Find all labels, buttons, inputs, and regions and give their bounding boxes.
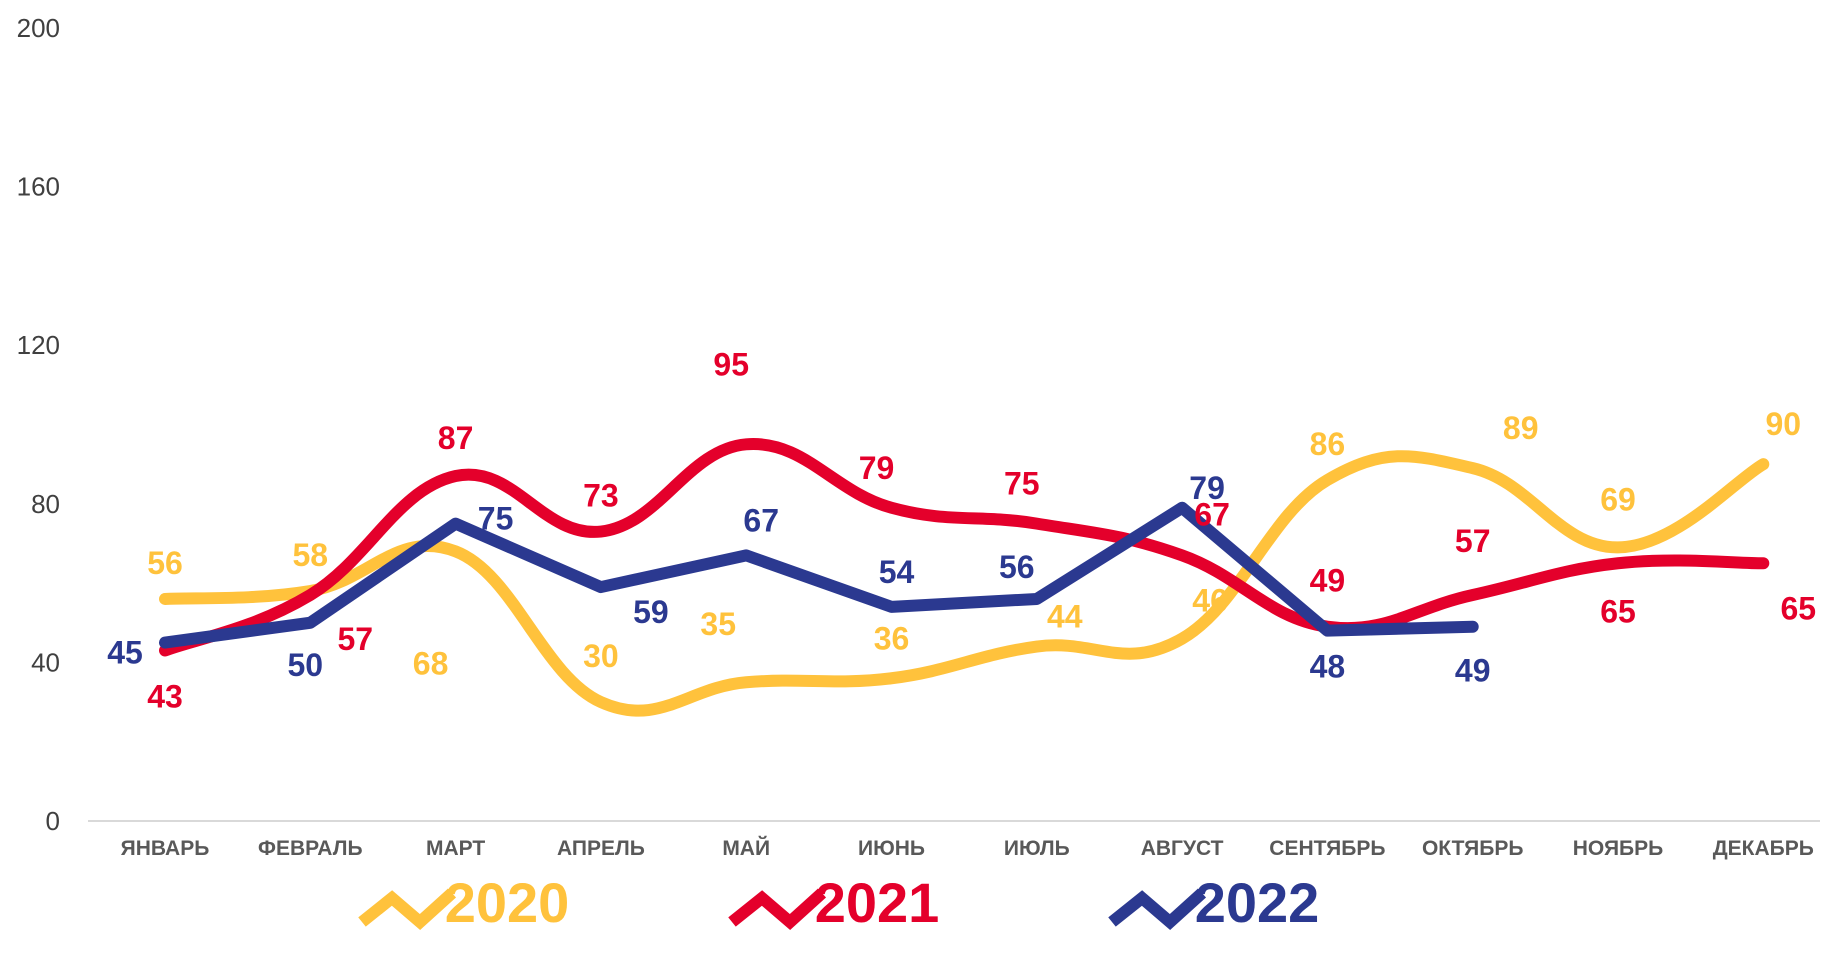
- x-tick-label: МАРТ: [426, 837, 485, 860]
- legend-label-2021: 2021: [815, 871, 940, 934]
- data-label-2020: 46: [1192, 583, 1228, 619]
- data-label-2021: 79: [859, 450, 895, 486]
- data-label-2022: 54: [879, 554, 915, 590]
- data-label-2022: 56: [999, 549, 1035, 585]
- data-label-2022: 50: [288, 647, 324, 683]
- data-label-2020: 69: [1600, 481, 1636, 517]
- data-label-2021: 95: [713, 346, 749, 382]
- x-tick-label: ИЮЛЬ: [1004, 837, 1070, 860]
- x-tick-label: НОЯБРЬ: [1573, 837, 1664, 860]
- legend-swatch-2022: [1108, 888, 1207, 930]
- data-label-2022: 75: [478, 501, 514, 537]
- data-label-2020: 30: [583, 638, 619, 674]
- data-label-2021: 65: [1781, 590, 1817, 626]
- data-label-2021: 43: [147, 679, 183, 715]
- data-label-2022: 49: [1455, 653, 1491, 689]
- data-label-2021: 67: [1194, 496, 1230, 532]
- legend-label-2020: 2020: [445, 871, 570, 934]
- data-label-2021: 49: [1310, 563, 1346, 599]
- data-label-2020: 90: [1766, 406, 1802, 442]
- y-tick-label: 160: [17, 172, 60, 202]
- y-tick-label: 0: [46, 806, 60, 836]
- legend-label-2022: 2022: [1195, 871, 1320, 934]
- data-label-2020: 58: [293, 537, 329, 573]
- x-tick-label: МАЙ: [722, 836, 770, 860]
- data-label-2020: 44: [1047, 599, 1083, 635]
- data-label-2021: 87: [438, 420, 474, 456]
- x-tick-label: СЕНТЯБРЬ: [1269, 837, 1385, 860]
- data-label-2022: 79: [1189, 470, 1225, 506]
- data-label-2021: 75: [1004, 466, 1040, 502]
- data-labels: 56 58 68 30 35 36 44 46 86 89 69 90 43 57 87 73 95 79 75 67…: [107, 346, 1816, 714]
- x-tick-label: ЯНВАРЬ: [121, 837, 210, 860]
- y-tick-label: 200: [17, 13, 60, 43]
- legend: 2020 2021 2022: [358, 871, 1320, 934]
- data-label-2020: 68: [413, 645, 449, 681]
- y-tick-label: 80: [31, 489, 60, 519]
- data-label-2021: 65: [1600, 593, 1636, 629]
- data-label-2020: 36: [874, 620, 910, 656]
- data-label-2020: 86: [1310, 426, 1346, 462]
- x-tick-label: АВГУСТ: [1141, 837, 1224, 860]
- data-label-2022: 45: [107, 635, 143, 671]
- y-tick-label: 40: [31, 647, 60, 677]
- series-line-2020: [159, 450, 1770, 717]
- x-tick-label: АПРЕЛЬ: [557, 837, 645, 860]
- x-tick-label: ИЮНЬ: [858, 837, 925, 860]
- data-label-2021: 73: [583, 478, 619, 514]
- series-lines: [159, 438, 1770, 717]
- data-label-2021: 57: [338, 621, 374, 657]
- series-line-2022: [159, 501, 1479, 649]
- x-tick-label: ОКТЯБРЬ: [1422, 837, 1524, 860]
- data-label-2020: 35: [700, 606, 736, 642]
- legend-swatch-2021: [728, 888, 827, 930]
- legend-swatch-2020: [358, 888, 457, 930]
- data-label-2022: 59: [633, 594, 669, 630]
- data-label-2022: 48: [1310, 649, 1346, 685]
- data-label-2020: 89: [1503, 410, 1539, 446]
- y-axis: 0 40 80 120 160 200: [17, 13, 60, 836]
- data-label-2021: 57: [1455, 523, 1491, 559]
- data-label-2020: 56: [147, 545, 183, 581]
- x-axis: ЯНВАРЬ ФЕВРАЛЬ МАРТ АПРЕЛЬ МАЙ ИЮНЬ ИЮЛЬ АВГУСТ…: [121, 836, 1814, 860]
- y-tick-label: 120: [17, 330, 60, 360]
- series-line-2021: [159, 438, 1770, 657]
- data-label-2022: 67: [743, 502, 779, 538]
- x-tick-label: ДЕКАБРЬ: [1713, 837, 1814, 860]
- x-tick-label: ФЕВРАЛЬ: [258, 837, 363, 860]
